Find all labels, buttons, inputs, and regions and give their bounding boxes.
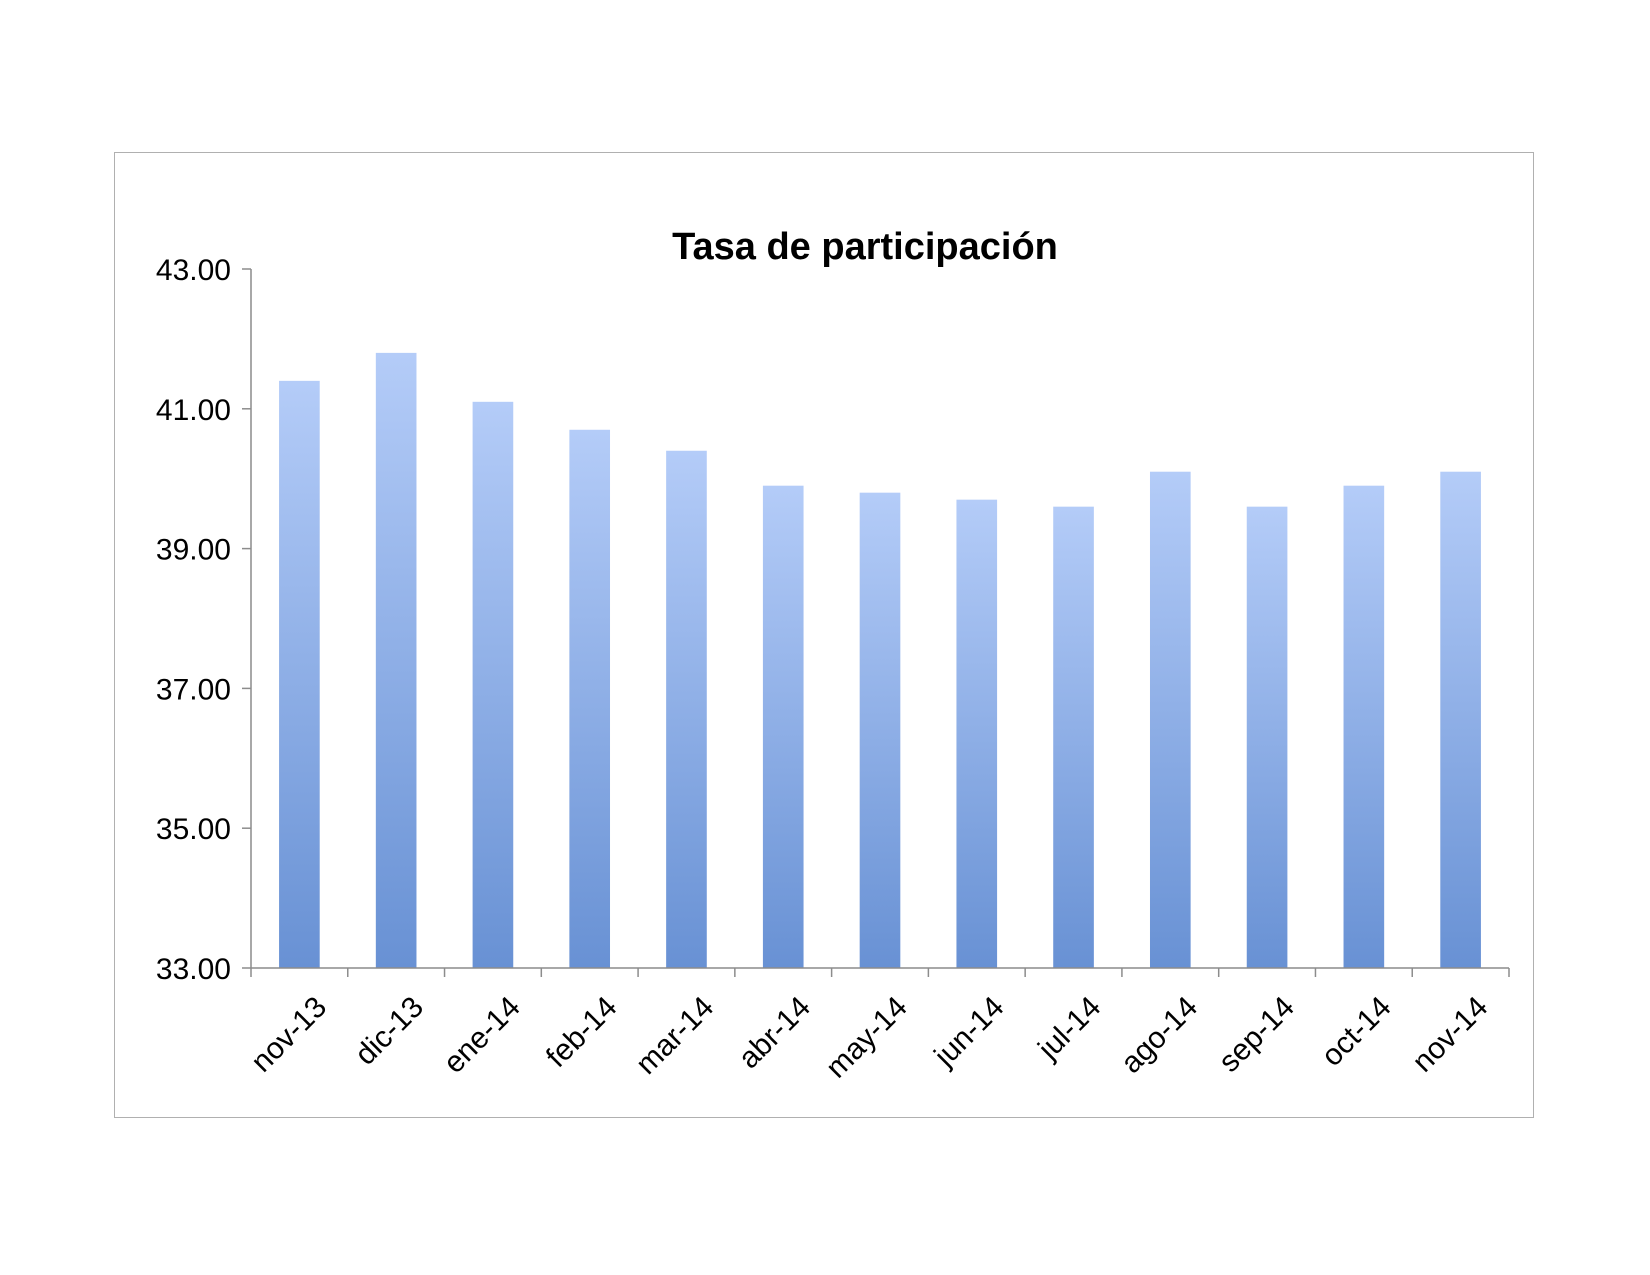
bars-layer bbox=[279, 352, 1481, 969]
axes-layer bbox=[242, 268, 1510, 977]
labels-layer: 33.00 35.00 37.00 39.00 41.00 43.00 nov-13 dic-… bbox=[156, 254, 1494, 1085]
y-tick-label: 39.00 bbox=[156, 534, 231, 567]
x-tick-label: ago-14 bbox=[1115, 990, 1204, 1079]
x-tick-label: jun-14 bbox=[928, 990, 1011, 1073]
y-tick-label: 35.00 bbox=[156, 813, 231, 846]
bar-nov-14 bbox=[1440, 471, 1481, 968]
x-tick-label: nov-13 bbox=[245, 990, 333, 1078]
x-tick-label: feb-14 bbox=[540, 990, 623, 1073]
x-tick-label: may-14 bbox=[820, 990, 914, 1084]
bar-feb-14 bbox=[569, 429, 611, 968]
y-tick-label: 43.00 bbox=[156, 254, 231, 287]
bar-jul-14 bbox=[1053, 506, 1094, 968]
y-tick-label: 37.00 bbox=[156, 673, 231, 706]
bar-sep-14 bbox=[1246, 506, 1288, 968]
bar-oct-14 bbox=[1343, 485, 1385, 968]
x-tick-label: nov-14 bbox=[1406, 990, 1494, 1078]
y-tick-label: 33.00 bbox=[156, 953, 231, 986]
chart-title: Tasa de participación bbox=[672, 226, 1058, 268]
bar-dic-13 bbox=[375, 352, 417, 968]
chart-frame: Tasa de participación 33.00 35.00 37.00 39.… bbox=[114, 152, 1534, 1118]
bar-ene-14 bbox=[472, 401, 514, 968]
bar-mar-14 bbox=[666, 450, 707, 968]
x-tick-label: dic-13 bbox=[349, 990, 430, 1071]
bar-ago-14 bbox=[1149, 471, 1191, 968]
bar-chart: Tasa de participación 33.00 35.00 37.00 39.… bbox=[156, 226, 1510, 1085]
bar-may-14 bbox=[859, 492, 901, 968]
x-tick-label: sep-14 bbox=[1213, 990, 1301, 1078]
x-tick-label: ene-14 bbox=[437, 990, 526, 1079]
x-tick-label: jul-14 bbox=[1031, 990, 1107, 1066]
bar-abr-14 bbox=[762, 485, 804, 968]
bar-jun-14 bbox=[956, 499, 998, 968]
x-tick-label: abr-14 bbox=[732, 990, 817, 1075]
x-tick-label: oct-14 bbox=[1315, 990, 1397, 1072]
bar-nov-13 bbox=[279, 380, 320, 969]
y-tick-label: 41.00 bbox=[156, 394, 231, 427]
x-tick-label: mar-14 bbox=[630, 990, 721, 1081]
